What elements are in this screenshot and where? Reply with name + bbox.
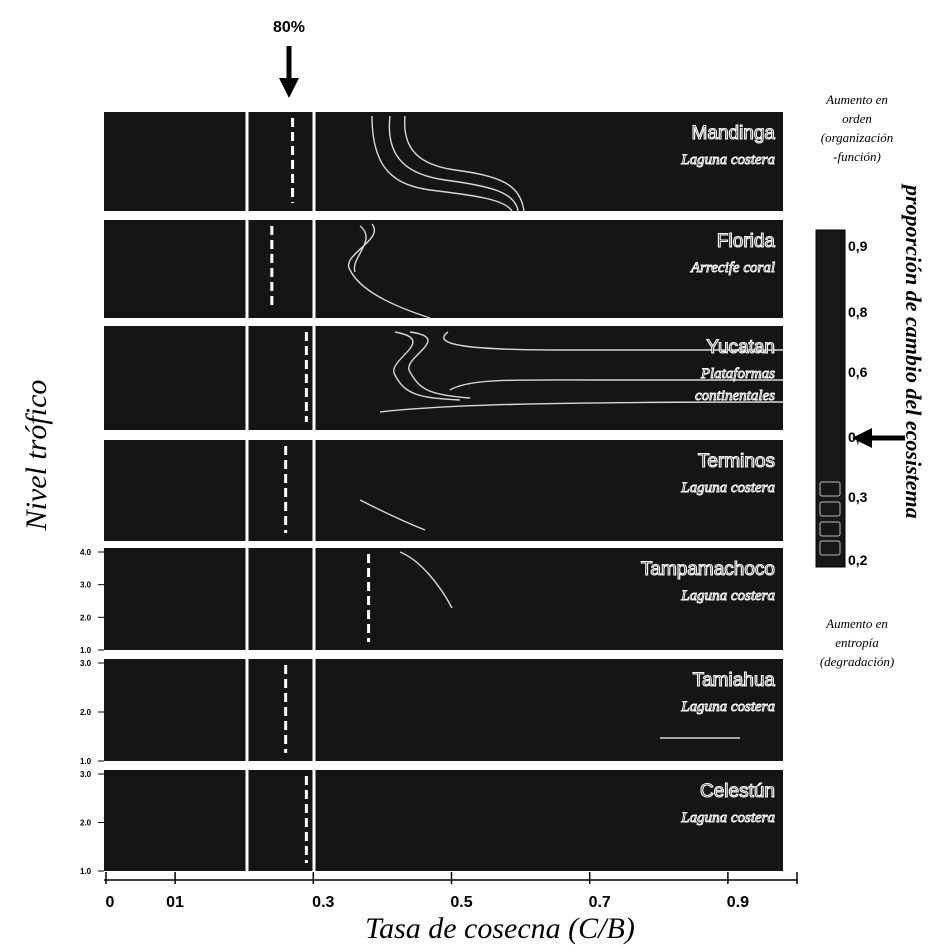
colorbar-swatch-3 <box>819 521 841 537</box>
bottom-note-line: (degradación) <box>820 654 894 669</box>
panel-background <box>104 326 783 430</box>
panel-site-label: Celestún <box>700 781 775 802</box>
contour-line <box>388 115 519 212</box>
x-tick-label: 0.7 <box>589 894 611 911</box>
panel-ecosystem-label: Laguna costera <box>680 152 775 168</box>
contour-line <box>379 401 784 413</box>
panel-mandinga: Mandinga Laguna costera <box>104 112 783 212</box>
y-tick-label: 3.0 <box>80 659 92 668</box>
colorbar-tick-label: 0,8 <box>848 304 868 320</box>
panel-terminos: Terminos Laguna costera <box>104 440 783 541</box>
panel-ecosystem-label: continentales <box>695 388 775 404</box>
panel-tampamachoco: Tampamachoco Laguna costera <box>104 548 783 650</box>
contour-line <box>393 331 461 401</box>
top-note: Aumento en orden (organización -función) <box>821 92 893 164</box>
panel-background <box>104 548 783 650</box>
y-tick-label: 2.0 <box>80 708 92 717</box>
panel-tamiahua: Tamiahua Laguna costera <box>104 659 783 761</box>
contour-line <box>443 331 783 351</box>
panel-site-label: Tamiahua <box>693 670 776 691</box>
panel-background <box>104 659 783 761</box>
panel-site-label: Yucatan <box>706 337 775 358</box>
panel-ecosystem-label: Arrecife coral <box>690 260 775 276</box>
panel-ecosystem-label: Laguna costera <box>680 699 775 715</box>
colorbar-swatch-1 <box>819 481 841 497</box>
colorbar: 0,90,80,60,40,30,2 <box>815 229 868 568</box>
x-tick-label: 01 <box>166 894 184 911</box>
panels: Mandinga Laguna costera Florida Arrecife co… <box>104 112 784 871</box>
contour-line <box>404 115 525 212</box>
top-note-line: (organización <box>821 130 893 145</box>
bottom-note-line: Aumento en <box>825 616 888 631</box>
top-note-line: -función) <box>833 149 881 164</box>
y-tick-label: 1.0 <box>80 646 92 655</box>
panel-site-label: Tampamachoco <box>641 559 775 580</box>
arrow-label-80: 80% <box>273 19 305 36</box>
panel-background <box>104 770 783 871</box>
panel-celestn: Celestún Laguna costera <box>104 770 783 871</box>
bottom-note: Aumento en entropía (degradación) <box>820 616 894 669</box>
y-tick-label: 2.0 <box>80 819 92 828</box>
top-note-line: orden <box>842 111 872 126</box>
y-tick-label: 1.0 <box>80 867 92 876</box>
arrow-down-icon <box>279 78 299 98</box>
x-axis-title: Tasa de cosecna (C/B) <box>365 912 635 945</box>
panel-site-label: Florida <box>717 231 776 252</box>
panel-site-label: Terminos <box>698 451 775 472</box>
y-tick-label: 2.0 <box>80 613 92 622</box>
contour-line <box>408 331 471 399</box>
contour-line <box>399 551 453 609</box>
arrow-left-icon <box>852 428 872 448</box>
y-tick-label: 3.0 <box>80 770 92 779</box>
panel-florida: Florida Arrecife coral <box>104 220 783 319</box>
panel-ecosystem-label: Laguna costera <box>680 810 775 826</box>
contour-line <box>449 379 783 391</box>
panel-site-label: Mandinga <box>692 123 776 144</box>
colorbar-tick-label: 0,9 <box>848 238 868 254</box>
bottom-note-line: entropía <box>835 635 879 650</box>
colorbar-tick-label: 0,2 <box>848 552 868 568</box>
colorbar-title: proporción de cambio del ecosistema <box>901 183 926 519</box>
y-tick-label: 4.0 <box>80 548 92 557</box>
panel-ecosystem-label: Laguna costera <box>680 588 775 604</box>
panel-ecosystem-label: Plataformas <box>700 366 775 382</box>
x-tick-label: 0.5 <box>450 894 472 911</box>
y-tick-label: 3.0 <box>80 581 92 590</box>
x-tick-label: 0.9 <box>727 894 749 911</box>
x-tick-label: 0 <box>106 894 115 911</box>
y-tick-labels: 4.0 3.0 2.0 1.0 3.0 2.0 1.0 3.0 2.0 1.0 <box>80 548 104 876</box>
contour-line <box>359 499 426 531</box>
top-note-line: Aumento en <box>825 92 888 107</box>
contour-line <box>353 225 367 273</box>
contour-line <box>347 223 431 319</box>
y-tick-label: 1.0 <box>80 757 92 766</box>
colorbar-swatch-4 <box>819 540 841 556</box>
x-tick-label: 0.3 <box>312 894 334 911</box>
x-axis: 0 01 0.3 0.5 0.7 0.9 <box>104 872 798 911</box>
contour-line <box>371 115 513 212</box>
panel-background <box>104 220 783 318</box>
colorbar-swatch-2 <box>819 501 841 517</box>
panel-background <box>104 440 783 541</box>
panel-ecosystem-label: Laguna costera <box>680 480 775 496</box>
panel-background <box>104 112 783 211</box>
colorbar-tick-label: 0,3 <box>848 489 868 505</box>
colorbar-tick-label: 0,6 <box>848 364 868 380</box>
panel-yucatan: Yucatan Plataformas continentales <box>104 326 784 430</box>
y-axis-title: Nivel trófico <box>20 380 53 532</box>
